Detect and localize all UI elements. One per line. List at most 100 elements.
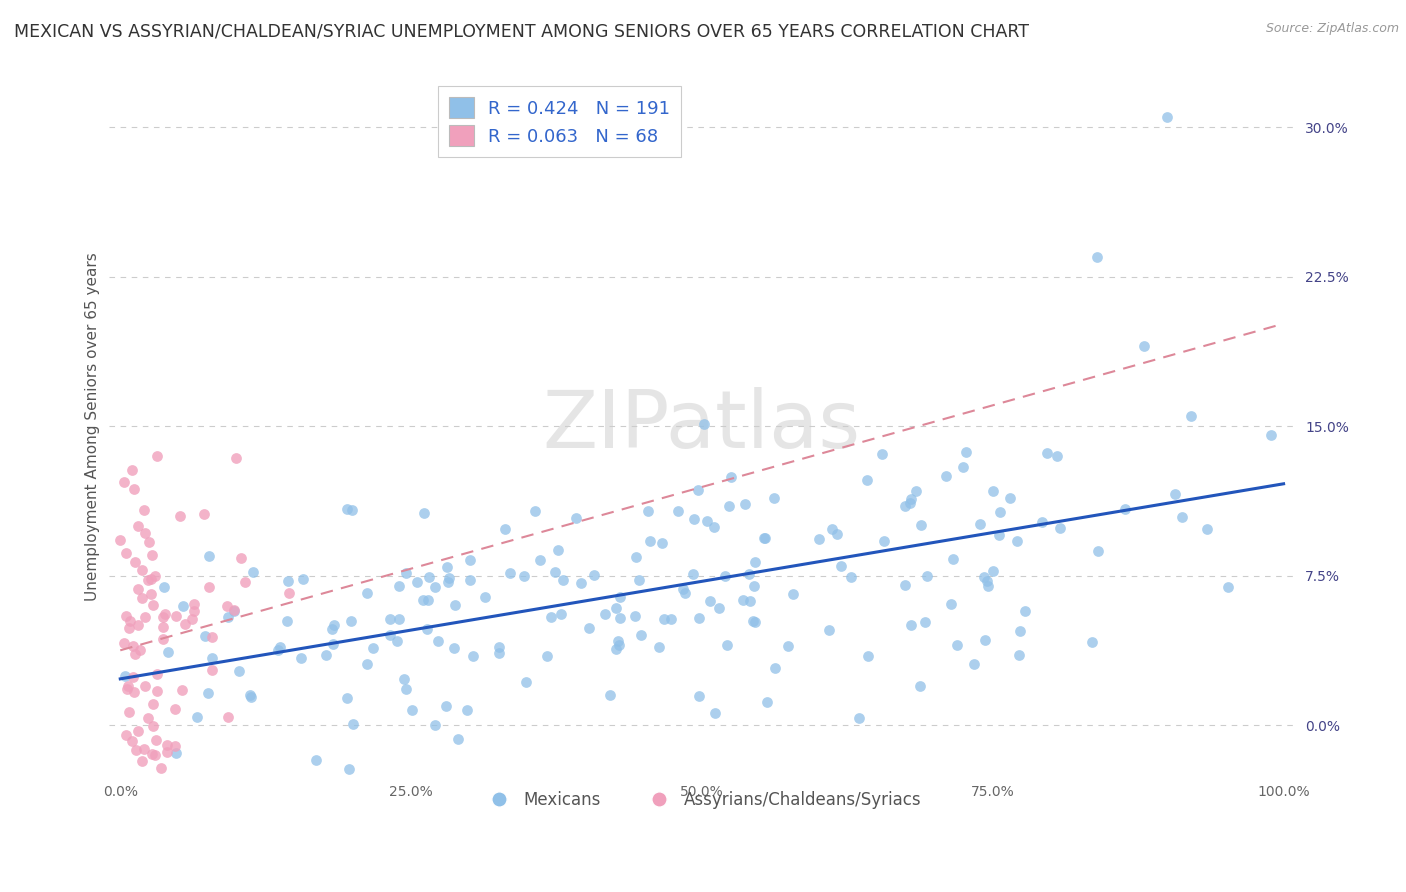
Point	[423, 581, 446, 595]
Point	[197, 686, 219, 700]
Point	[447, 731, 470, 746]
Point	[315, 648, 337, 663]
Point	[893, 499, 915, 513]
Point	[908, 679, 931, 693]
Point	[157, 645, 180, 659]
Point	[437, 575, 460, 590]
Point	[1156, 110, 1178, 124]
Point	[142, 598, 165, 612]
Point	[638, 533, 661, 548]
Point	[898, 496, 921, 510]
Point	[1260, 428, 1282, 442]
Point	[707, 601, 730, 615]
Point	[142, 698, 165, 712]
Point	[155, 607, 177, 621]
Point	[129, 643, 152, 657]
Point	[830, 558, 852, 573]
Point	[337, 762, 360, 776]
Point	[120, 614, 142, 628]
Point	[117, 682, 139, 697]
Point	[122, 640, 145, 654]
Point	[141, 747, 163, 761]
Point	[754, 531, 776, 545]
Point	[952, 460, 974, 475]
Point	[217, 709, 239, 723]
Point	[388, 612, 411, 626]
Point	[434, 699, 457, 714]
Point	[342, 716, 364, 731]
Point	[361, 640, 384, 655]
Point	[145, 449, 167, 463]
Point	[416, 593, 439, 607]
Point	[278, 586, 301, 600]
Point	[169, 508, 191, 523]
Text: ZIPatlas: ZIPatlas	[543, 387, 860, 465]
Point	[731, 592, 754, 607]
Point	[114, 669, 136, 683]
Point	[143, 568, 166, 582]
Point	[529, 552, 551, 566]
Point	[1133, 339, 1156, 353]
Point	[322, 637, 344, 651]
Point	[131, 754, 153, 768]
Point	[1087, 250, 1109, 264]
Point	[131, 563, 153, 577]
Point	[356, 657, 378, 672]
Point	[744, 615, 766, 629]
Point	[156, 738, 179, 752]
Point	[150, 761, 173, 775]
Point	[193, 507, 215, 521]
Point	[231, 550, 253, 565]
Point	[659, 612, 682, 626]
Point	[981, 484, 1004, 499]
Point	[162, 798, 184, 813]
Point	[607, 639, 630, 653]
Point	[762, 491, 785, 505]
Point	[955, 444, 977, 458]
Point	[392, 672, 415, 686]
Point	[675, 585, 697, 599]
Point	[969, 516, 991, 531]
Point	[321, 623, 343, 637]
Point	[290, 651, 312, 665]
Point	[1046, 450, 1069, 464]
Point	[578, 621, 600, 635]
Point	[1049, 520, 1071, 534]
Point	[536, 649, 558, 664]
Point	[458, 574, 481, 588]
Point	[146, 666, 169, 681]
Point	[713, 569, 735, 583]
Point	[987, 528, 1010, 542]
Point	[240, 690, 263, 704]
Point	[1008, 648, 1031, 662]
Point	[136, 711, 159, 725]
Point	[1171, 510, 1194, 524]
Point	[841, 570, 863, 584]
Point	[935, 468, 957, 483]
Point	[200, 663, 222, 677]
Point	[550, 607, 572, 622]
Point	[305, 753, 328, 767]
Point	[652, 612, 675, 626]
Point	[672, 582, 695, 596]
Point	[1180, 409, 1202, 424]
Point	[418, 570, 440, 584]
Point	[688, 610, 710, 624]
Point	[269, 640, 291, 655]
Point	[142, 719, 165, 733]
Point	[121, 463, 143, 477]
Point	[180, 612, 202, 626]
Point	[110, 533, 132, 548]
Point	[716, 638, 738, 652]
Point	[156, 745, 179, 759]
Point	[115, 728, 138, 742]
Point	[395, 681, 418, 696]
Point	[456, 703, 478, 717]
Point	[224, 603, 246, 617]
Point	[141, 573, 163, 587]
Point	[946, 638, 969, 652]
Y-axis label: Unemployment Among Seniors over 65 years: Unemployment Among Seniors over 65 years	[86, 252, 100, 600]
Legend: Mexicans, Assyrians/Chaldeans/Syriacs: Mexicans, Assyrians/Chaldeans/Syriacs	[475, 784, 928, 815]
Point	[120, 787, 142, 801]
Point	[444, 598, 467, 612]
